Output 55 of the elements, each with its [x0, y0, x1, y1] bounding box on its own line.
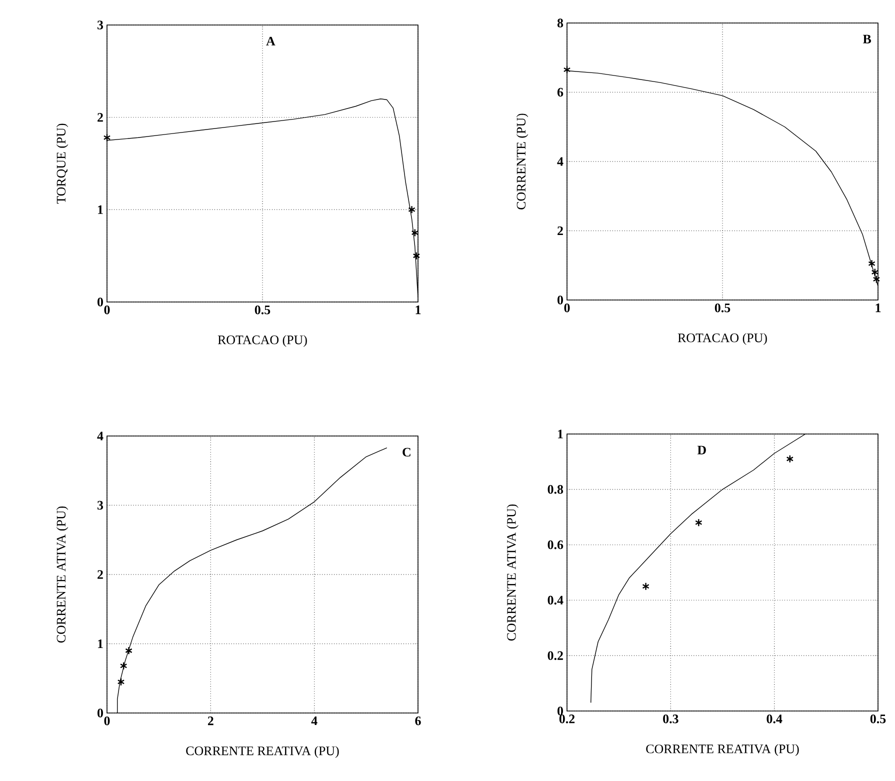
- y-tick-label: 0.8: [548, 485, 564, 494]
- x-tick-label: 0.5: [714, 304, 730, 312]
- y-tick-label: 2: [558, 226, 563, 236]
- y-tick-label: 1: [98, 205, 103, 214]
- y-tick-label: 6: [557, 88, 564, 97]
- x-tick-label: 2: [208, 716, 214, 726]
- point: [125, 646, 132, 655]
- y-tick-label: 1: [98, 639, 103, 648]
- y-axis-title: CORRENTE ATIVA (PU): [506, 504, 518, 641]
- y-tick-label: 0: [98, 708, 103, 718]
- x-tick-label: 0: [104, 716, 110, 726]
- y-tick-label: 3: [97, 500, 104, 510]
- y-axis-title: TORQUE (PU): [56, 124, 68, 204]
- annotation: D: [697, 446, 706, 454]
- y-tick-label: 0: [98, 298, 103, 306]
- x-tick-label: 6: [415, 716, 421, 726]
- annotation: B: [862, 34, 872, 44]
- point: [120, 662, 128, 670]
- point: [411, 228, 419, 237]
- y-tick-label: 0.2: [548, 651, 563, 660]
- x-tick-label: 0.3: [663, 714, 678, 724]
- x-axis-title: ROTACAO (PU): [218, 335, 307, 347]
- y-axis-title: CORRENTE ATIVA (PU): [56, 506, 68, 643]
- y-tick-label: 4: [557, 157, 564, 166]
- point: [786, 454, 794, 464]
- x-tick-label: 1: [876, 304, 881, 312]
- y-tick-label: 2: [98, 113, 103, 122]
- x-tick-label: 4: [311, 716, 318, 726]
- x-tick-label: 0: [564, 304, 570, 312]
- x-axis-title: CORRENTE REATIVA (PU): [646, 744, 799, 756]
- x-axis-title: CORRENTE REATIVA (PU): [186, 746, 339, 758]
- y-tick-label: 4: [97, 432, 104, 440]
- x-tick-label: 0: [104, 306, 110, 314]
- y-axis-title: CORRENTE (PU): [516, 114, 528, 210]
- x-axis-title: ROTACAO (PU): [678, 333, 767, 345]
- x-tick-label: 0.5: [870, 714, 886, 724]
- y-tick-label: 0.4: [548, 596, 564, 605]
- annotation: A: [266, 36, 276, 46]
- point: [408, 206, 416, 214]
- y-tick-label: 0: [558, 706, 563, 716]
- point: [642, 582, 650, 590]
- y-tick-label: 2: [98, 570, 103, 579]
- y-tick-label: 0: [558, 296, 563, 304]
- y-tick-label: 0.6: [548, 540, 564, 550]
- point: [117, 678, 125, 686]
- x-tick-label: 0.5: [254, 306, 270, 314]
- point: [412, 252, 420, 260]
- x-tick-label: 1: [416, 306, 421, 314]
- y-tick-label: 8: [557, 18, 564, 28]
- point: [868, 260, 876, 268]
- y-tick-label: 1: [558, 430, 563, 438]
- annotation: C: [402, 448, 410, 457]
- y-tick-label: 3: [97, 20, 104, 30]
- point: [695, 518, 702, 527]
- x-tick-label: 0.4: [766, 714, 782, 724]
